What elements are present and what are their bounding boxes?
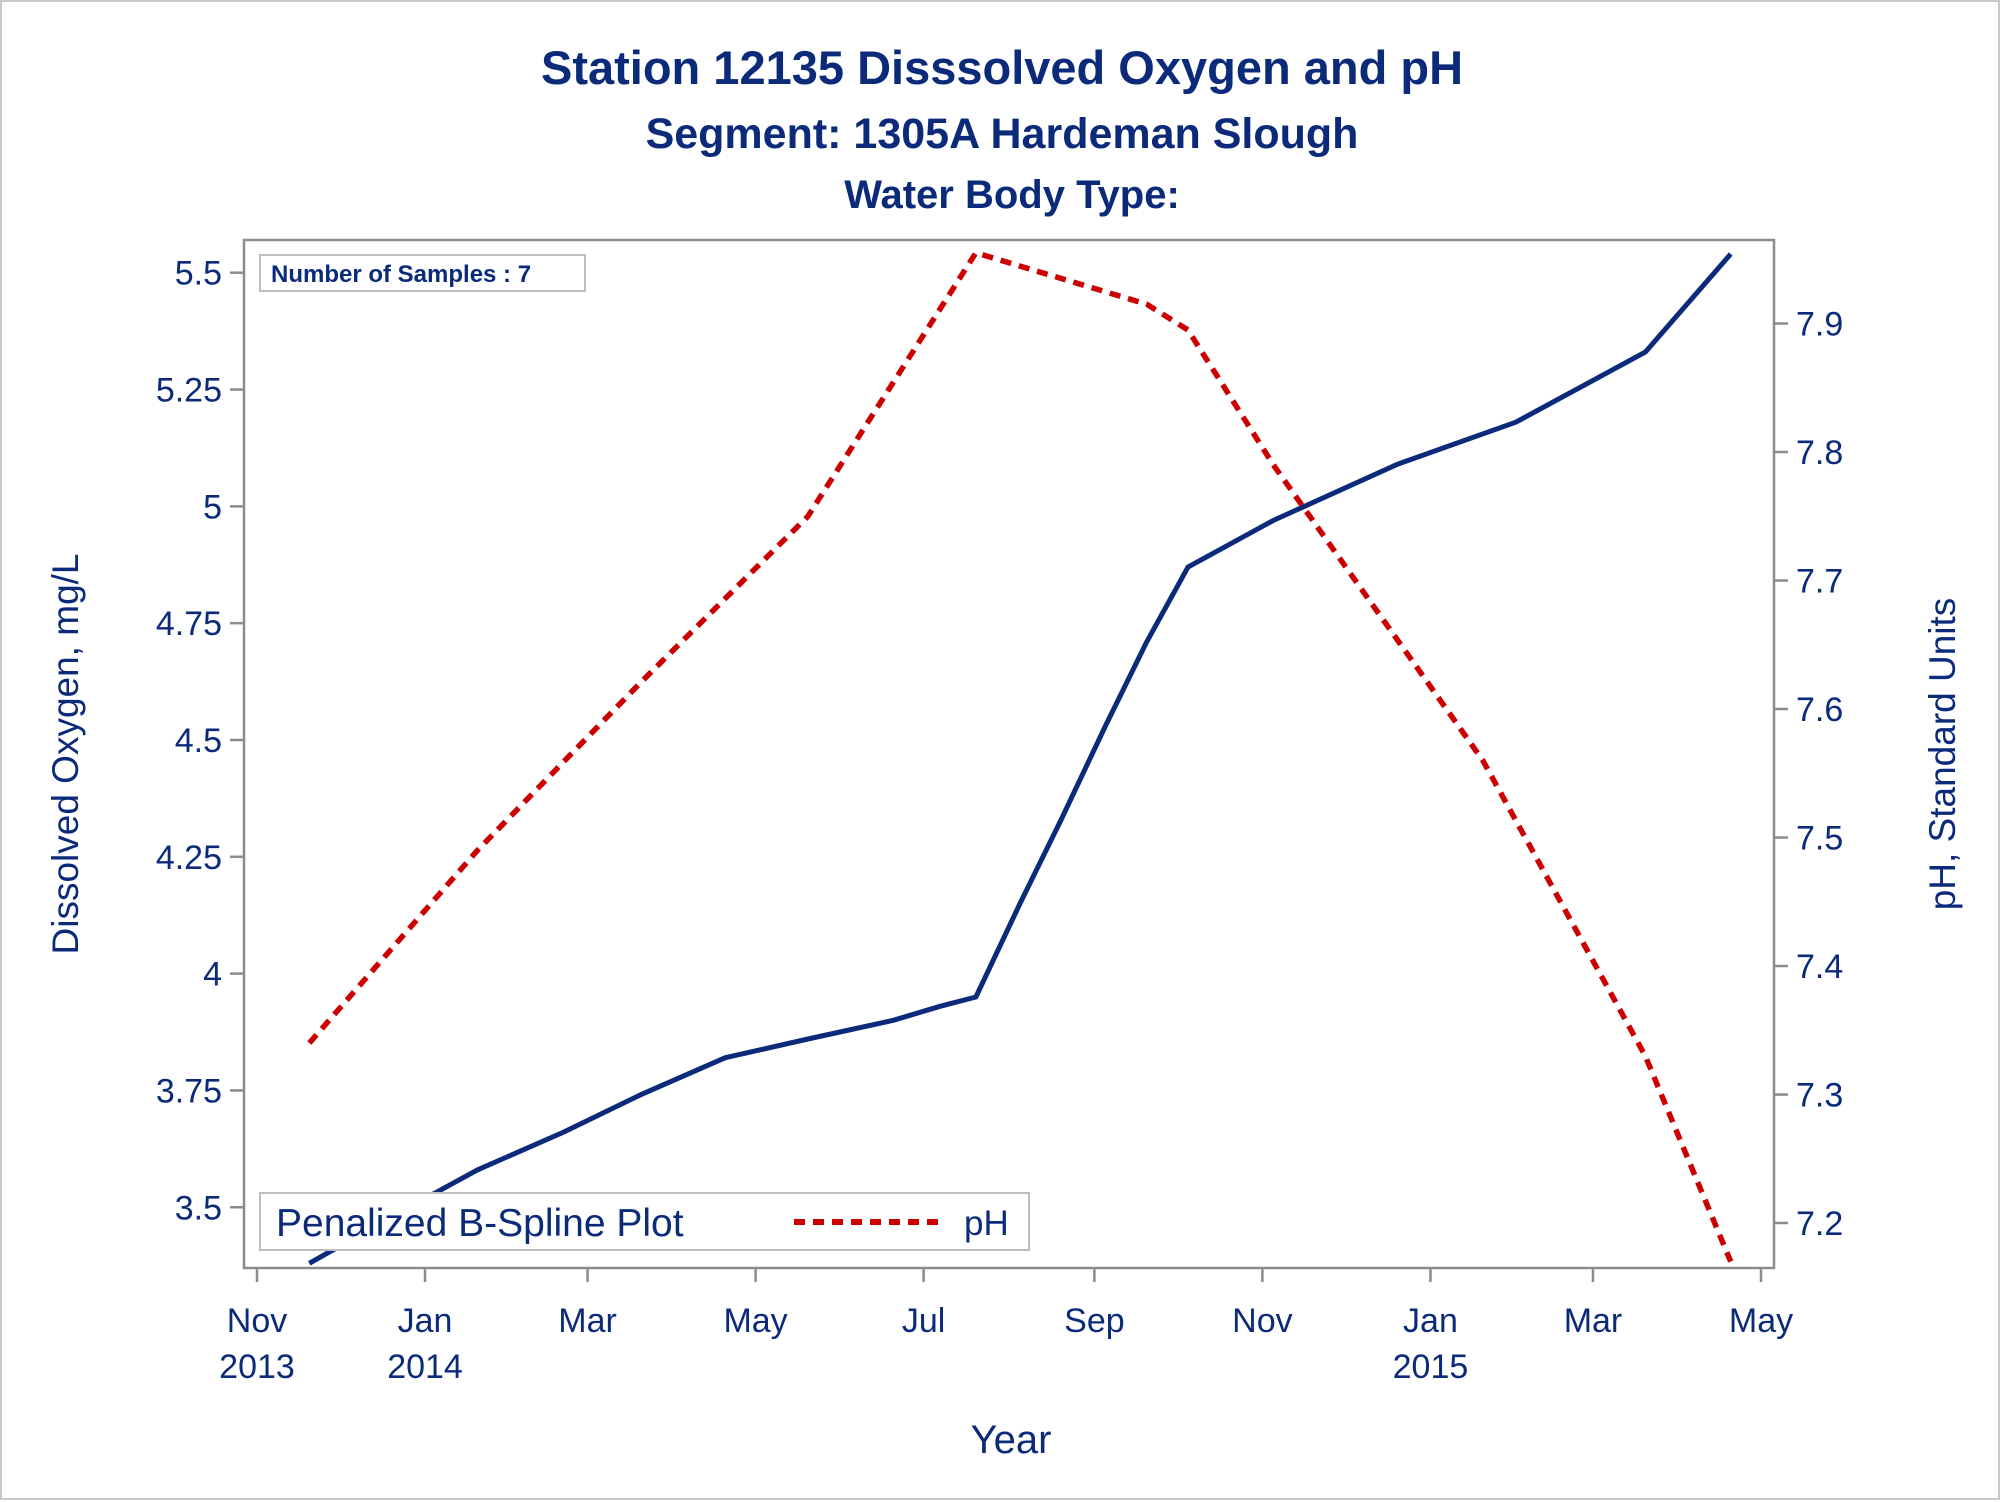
y-right-tick-label: 7.4 bbox=[1796, 948, 1843, 986]
y-axis-left-label: Dissolved Oxygen, mg/L bbox=[45, 553, 86, 954]
y-right-tick-label: 7.2 bbox=[1796, 1205, 1843, 1243]
series-layer bbox=[307, 250, 1734, 1266]
chart-subtitle: Segment: 1305A Hardeman Slough bbox=[646, 110, 1359, 158]
series-line-ph bbox=[307, 250, 1734, 1263]
y-right-tick-label: 7.6 bbox=[1796, 691, 1843, 729]
y-left-tick-label: 4 bbox=[203, 956, 222, 994]
samples-inset: Number of Samples : 7 bbox=[259, 254, 586, 292]
y-right-tick-label: 7.3 bbox=[1796, 1077, 1843, 1115]
y-axis-right-label: pH, Standard Units bbox=[1922, 598, 1963, 911]
chart-title: Station 12135 Disssolved Oxygen and pH bbox=[541, 41, 1463, 94]
samples-inset-box bbox=[259, 254, 586, 292]
y-left-tick-label: 5.5 bbox=[175, 255, 222, 293]
y-right-tick-label: 7.5 bbox=[1796, 820, 1843, 858]
x-tick-label: Mar bbox=[1564, 1302, 1623, 1340]
x-tick-year-label: 2015 bbox=[1393, 1348, 1469, 1386]
y-right-tick-label: 7.9 bbox=[1796, 306, 1843, 344]
samples-inset-text: Number of Samples : 7 bbox=[271, 261, 531, 288]
y-left-tick-label: 4.75 bbox=[156, 605, 222, 643]
right-y-axis: 7.2 7.3 7.4 7.5 7.6 7.7 7.8 7.9 bbox=[1774, 306, 1843, 1243]
x-axis: Nov 2013 Jan 2014 Mar May Jul Sep Nov Jan 2015 Mar M… bbox=[219, 1268, 1793, 1386]
left-y-axis: 3.5 3.75 4 4.25 4.5 4.75 5 5.25 5.5 bbox=[156, 255, 244, 1227]
y-left-tick-label: 4.5 bbox=[175, 722, 222, 760]
x-tick-label: Jan bbox=[1403, 1302, 1458, 1340]
x-tick-label: May bbox=[723, 1302, 787, 1340]
x-tick-label: Mar bbox=[558, 1302, 617, 1340]
series-line-dissolved-oxygen bbox=[308, 252, 1733, 1266]
y-right-tick-label: 7.8 bbox=[1796, 434, 1843, 472]
y-left-tick-label: 3.75 bbox=[156, 1072, 222, 1110]
y-right-tick-label: 7.7 bbox=[1796, 563, 1843, 601]
legend-title: Penalized B-Spline Plot bbox=[276, 1202, 684, 1245]
chart-subtitle-2: Water Body Type: bbox=[844, 173, 1180, 217]
x-tick-label: Jan bbox=[398, 1302, 453, 1340]
x-tick-label: Jul bbox=[902, 1302, 945, 1340]
legend-box bbox=[259, 1192, 1030, 1251]
x-tick-year-label: 2013 bbox=[219, 1348, 295, 1386]
legend-label-ph: pH bbox=[964, 1204, 1009, 1243]
y-left-tick-label: 5.25 bbox=[156, 372, 222, 410]
x-tick-year-label: 2014 bbox=[387, 1348, 463, 1386]
x-tick-label: May bbox=[1729, 1302, 1793, 1340]
y-left-tick-label: 4.25 bbox=[156, 839, 222, 877]
plot-area bbox=[242, 238, 1776, 1270]
x-tick-label: Nov bbox=[1232, 1302, 1292, 1340]
legend: Penalized B-Spline Plot pH bbox=[259, 1192, 1030, 1251]
y-left-tick-label: 3.5 bbox=[175, 1189, 222, 1227]
x-axis-label: Year bbox=[971, 1418, 1052, 1462]
y-left-tick-label: 5 bbox=[203, 488, 222, 526]
x-tick-label: Sep bbox=[1064, 1302, 1125, 1340]
x-tick-label: Nov bbox=[227, 1302, 287, 1340]
